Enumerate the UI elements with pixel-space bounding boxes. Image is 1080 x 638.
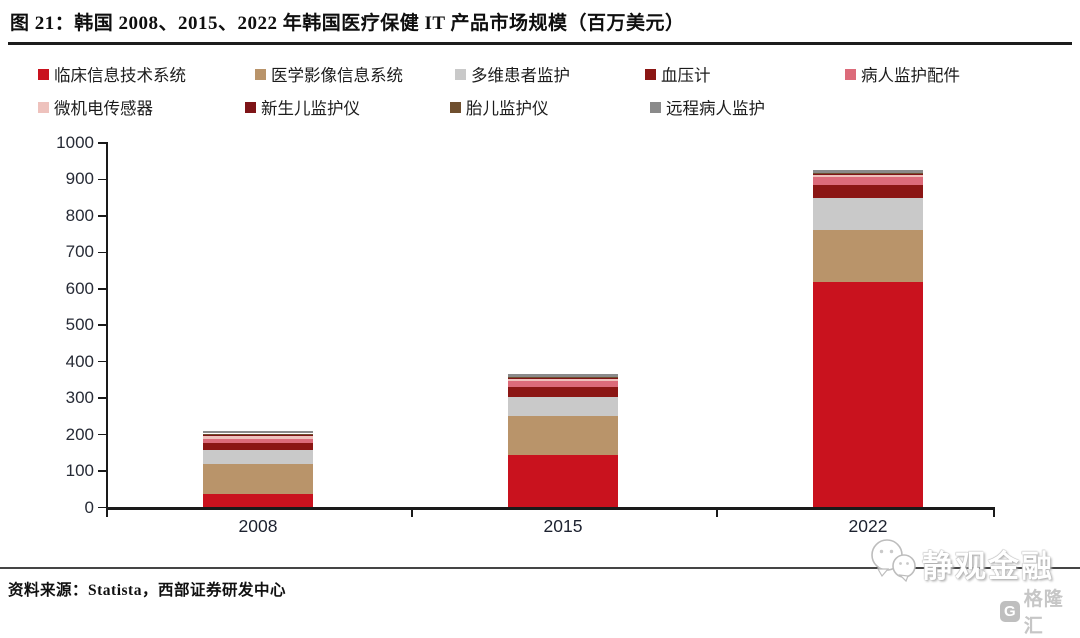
legend-item-多维患者监护: 多维患者监护 (455, 62, 570, 86)
watermark-brand: 静观金融 (922, 549, 1054, 584)
legend-item-新生儿监护仪: 新生儿监护仪 (245, 95, 360, 119)
bar-2022-segment-病人监护配件 (813, 177, 923, 185)
legend-label: 多维患者监护 (471, 66, 570, 85)
legend-row-1: 临床信息技术系统 医学影像信息系统 多维患者监护 血压计 病人监护配件 (0, 62, 1080, 86)
bar-2015-segment-多维患者监护 (508, 397, 618, 416)
y-axis-tick-label: 500 (65, 315, 94, 335)
bar-2022-segment-临床信息技术系统 (813, 281, 923, 508)
gelonghui-logo-text: 格隆汇 (1023, 589, 1064, 637)
bar-2022-segment-胎儿监护仪 (813, 172, 923, 174)
bar-2015-segment-医学影像信息系统 (508, 415, 618, 455)
legend-label: 病人监护配件 (861, 66, 960, 85)
x-axis-tick (411, 508, 413, 517)
legend-item-临床信息技术系统: 临床信息技术系统 (38, 62, 186, 86)
legend-swatch-icon (450, 101, 461, 113)
legend-item-血压计: 血压计 (645, 62, 711, 86)
bar-2022-segment-血压计 (813, 184, 923, 199)
legend-swatch-icon (245, 101, 256, 113)
y-axis-tick (98, 215, 106, 217)
legend-row-2: 微机电传感器 新生儿监护仪 胎儿监护仪 远程病人监护 (0, 95, 1080, 119)
legend-item-微机电传感器: 微机电传感器 (38, 95, 153, 119)
bar-2008-segment-临床信息技术系统 (203, 493, 313, 508)
y-axis-tick-label: 700 (65, 242, 94, 262)
title-divider-line (8, 42, 1072, 45)
gelonghui-logo: G 格隆汇 (1000, 584, 1080, 638)
y-axis-tick (98, 433, 106, 436)
legend-label: 临床信息技术系统 (54, 66, 186, 85)
legend-label: 血压计 (661, 66, 711, 85)
y-axis-tick-label: 100 (65, 461, 94, 481)
legend-swatch-icon (650, 101, 661, 113)
bar-2015-segment-胎儿监护仪 (508, 376, 618, 378)
legend-item-胎儿监护仪: 胎儿监护仪 (450, 95, 549, 119)
legend-label: 医学影像信息系统 (271, 66, 403, 85)
y-axis-tick (98, 324, 106, 327)
bar-2008-segment-病人监护配件 (203, 438, 313, 443)
legend-swatch-icon (845, 68, 856, 80)
legend-label: 微机电传感器 (54, 99, 153, 118)
x-axis-tick (993, 508, 995, 517)
legend-swatch-icon (255, 68, 266, 80)
bar-2022-segment-新生儿监护仪 (813, 173, 923, 175)
figure-title: 图 21：韩国 2008、2015、2022 年韩国医疗保健 IT 产品市场规模… (10, 13, 685, 34)
bar-2015-segment-病人监护配件 (508, 381, 618, 387)
legend-item-病人监护配件: 病人监护配件 (845, 62, 960, 86)
bar-2022-segment-远程病人监护 (813, 169, 923, 173)
bar-2015-segment-临床信息技术系统 (508, 454, 618, 508)
y-axis-tick-label: 600 (65, 278, 94, 298)
y-axis-tick-label: 400 (65, 351, 94, 371)
wechat-bubbles-icon (871, 539, 916, 583)
x-axis-category-label-2008: 2008 (238, 516, 278, 536)
x-axis-category-label-2022: 2022 (848, 516, 888, 536)
legend-label: 胎儿监护仪 (466, 99, 549, 118)
x-axis-category-label-2015: 2015 (543, 516, 583, 536)
legend-label: 新生儿监护仪 (261, 99, 360, 118)
y-axis-tick-label: 900 (65, 169, 94, 189)
bar-2015-segment-远程病人监护 (508, 374, 618, 377)
y-axis-tick (98, 251, 106, 254)
y-axis-tick (98, 360, 106, 363)
legend-swatch-icon (38, 68, 49, 80)
bar-2008-segment-远程病人监护 (203, 430, 313, 434)
bar-2015-segment-新生儿监护仪 (508, 377, 618, 379)
bar-2022-segment-医学影像信息系统 (813, 230, 923, 282)
bar-2008-segment-血压计 (203, 442, 313, 450)
y-axis-tick (98, 506, 106, 509)
legend-swatch-icon (645, 68, 656, 80)
bar-2008-segment-医学影像信息系统 (203, 464, 313, 494)
footer-divider-line (0, 567, 1080, 569)
y-axis-tick-label: 800 (65, 205, 94, 225)
bar-2008-segment-多维患者监护 (203, 449, 313, 465)
y-axis-line (106, 142, 108, 509)
legend-label: 远程病人监护 (666, 99, 765, 118)
x-axis-tick (106, 508, 108, 517)
y-axis-tick-label: 0 (84, 497, 94, 517)
y-axis-tick-label: 200 (65, 424, 94, 444)
legend-swatch-icon (455, 68, 466, 80)
x-axis-line (106, 507, 995, 510)
bar-2022-segment-微机电传感器 (813, 174, 923, 178)
legend-swatch-icon (38, 101, 49, 113)
bar-2008-segment-微机电传感器 (203, 436, 313, 439)
gelonghui-badge-icon: G (1000, 600, 1020, 622)
bar-2015-segment-微机电传感器 (508, 378, 618, 381)
y-axis-tick-label: 1000 (56, 133, 94, 152)
bar-2008-segment-胎儿监护仪 (203, 433, 313, 435)
bar-2008-segment-新生儿监护仪 (203, 434, 313, 437)
legend-item-医学影像信息系统: 医学影像信息系统 (255, 62, 403, 86)
y-axis-tick (98, 397, 106, 399)
y-axis-tick (98, 178, 106, 181)
x-axis-tick (716, 508, 718, 517)
bar-2015-segment-血压计 (508, 386, 618, 398)
y-axis-tick (98, 288, 106, 290)
legend-item-远程病人监护: 远程病人监护 (650, 95, 765, 119)
source-note: 资料来源：Statista，西部证券研发中心 (8, 582, 286, 599)
y-axis-tick (98, 470, 106, 472)
bar-2022-segment-多维患者监护 (813, 198, 923, 231)
y-axis-tick-label: 300 (65, 388, 94, 408)
y-axis-tick (98, 142, 106, 144)
